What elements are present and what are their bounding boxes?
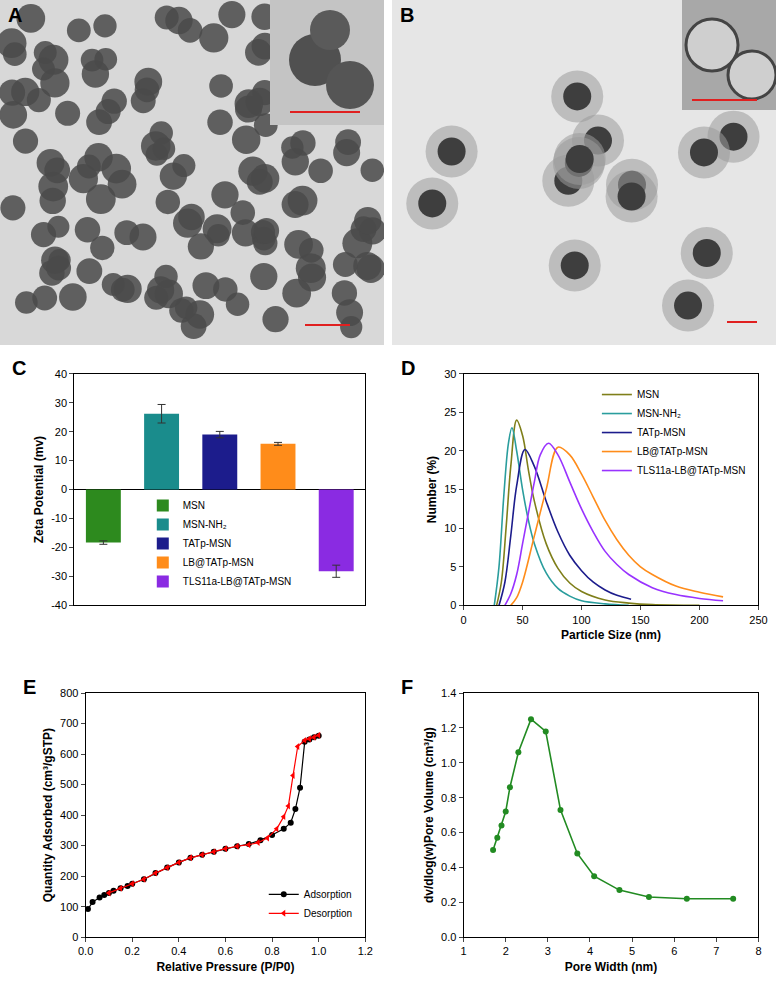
svg-text:1.0: 1.0 xyxy=(311,945,326,957)
svg-text:Quantity Adsorbed (cm³/gSTP): Quantity Adsorbed (cm³/gSTP) xyxy=(41,728,55,902)
svg-text:C: C xyxy=(12,357,26,379)
svg-text:Zeta Potential (mv): Zeta Potential (mv) xyxy=(32,436,46,543)
svg-text:20: 20 xyxy=(55,426,67,438)
svg-text:-30: -30 xyxy=(51,570,67,582)
svg-text:MSN-NH₂: MSN-NH₂ xyxy=(183,519,227,530)
svg-text:0.2: 0.2 xyxy=(125,945,140,957)
svg-text:TATp-MSN: TATp-MSN xyxy=(183,538,232,549)
svg-text:5: 5 xyxy=(450,561,456,573)
svg-text:E: E xyxy=(23,676,36,698)
svg-text:1.2: 1.2 xyxy=(441,722,456,734)
svg-text:1.2: 1.2 xyxy=(358,945,373,957)
svg-text:Number (%): Number (%) xyxy=(425,456,439,523)
svg-text:200: 200 xyxy=(690,614,708,626)
svg-text:1.4: 1.4 xyxy=(441,687,456,699)
svg-text:5: 5 xyxy=(629,945,635,957)
svg-text:3: 3 xyxy=(545,945,551,957)
svg-text:MSN: MSN xyxy=(637,389,659,400)
svg-text:Adsorption: Adsorption xyxy=(304,889,352,900)
svg-text:0.0: 0.0 xyxy=(78,945,93,957)
svg-text:10: 10 xyxy=(444,522,456,534)
svg-text:TATp-MSN: TATp-MSN xyxy=(637,427,686,438)
svg-text:0.4: 0.4 xyxy=(441,861,456,873)
svg-text:-40: -40 xyxy=(51,599,67,611)
svg-text:1: 1 xyxy=(461,945,467,957)
svg-text:0.2: 0.2 xyxy=(441,896,456,908)
svg-text:40: 40 xyxy=(55,368,67,380)
svg-text:1.0: 1.0 xyxy=(441,757,456,769)
svg-text:MSN: MSN xyxy=(183,500,205,511)
svg-text:B: B xyxy=(400,4,414,26)
svg-text:LB@TATp-MSN: LB@TATp-MSN xyxy=(183,557,254,568)
svg-text:100: 100 xyxy=(572,614,590,626)
svg-text:8: 8 xyxy=(755,945,761,957)
svg-text:LB@TATp-MSN: LB@TATp-MSN xyxy=(637,446,708,457)
svg-text:10: 10 xyxy=(55,454,67,466)
svg-text:4: 4 xyxy=(587,945,593,957)
svg-text:0: 0 xyxy=(61,483,67,495)
svg-text:150: 150 xyxy=(631,614,649,626)
svg-text:30: 30 xyxy=(444,368,456,380)
svg-text:0: 0 xyxy=(72,931,78,943)
svg-text:800: 800 xyxy=(60,687,78,699)
svg-text:250: 250 xyxy=(749,614,767,626)
svg-text:50: 50 xyxy=(516,614,528,626)
svg-text:MSN-NH₂: MSN-NH₂ xyxy=(637,408,681,419)
svg-text:700: 700 xyxy=(60,717,78,729)
svg-text:400: 400 xyxy=(60,809,78,821)
svg-text:2: 2 xyxy=(503,945,509,957)
svg-text:6: 6 xyxy=(671,945,677,957)
svg-text:500: 500 xyxy=(60,778,78,790)
svg-text:TLS11a-LB@TATp-MSN: TLS11a-LB@TATp-MSN xyxy=(183,576,292,587)
svg-text:15: 15 xyxy=(444,483,456,495)
svg-text:A: A xyxy=(8,4,22,26)
svg-text:0.6: 0.6 xyxy=(218,945,233,957)
svg-text:0.4: 0.4 xyxy=(171,945,186,957)
svg-text:0.8: 0.8 xyxy=(441,792,456,804)
svg-text:-10: -10 xyxy=(51,512,67,524)
svg-text:D: D xyxy=(401,357,415,379)
svg-text:Relative Pressure (P/P0): Relative Pressure (P/P0) xyxy=(156,960,294,974)
svg-text:Desorption: Desorption xyxy=(304,908,352,919)
svg-text:-20: -20 xyxy=(51,541,67,553)
svg-text:0.8: 0.8 xyxy=(264,945,279,957)
svg-text:100: 100 xyxy=(60,901,78,913)
svg-text:200: 200 xyxy=(60,870,78,882)
svg-text:0: 0 xyxy=(450,599,456,611)
svg-text:TLS11a-LB@TATp-MSN: TLS11a-LB@TATp-MSN xyxy=(637,465,746,476)
svg-text:F: F xyxy=(401,676,413,698)
svg-text:Pore Width (nm): Pore Width (nm) xyxy=(565,960,658,974)
svg-text:Particle Size (nm): Particle Size (nm) xyxy=(561,628,661,642)
svg-text:0.6: 0.6 xyxy=(441,826,456,838)
svg-text:300: 300 xyxy=(60,839,78,851)
svg-text:7: 7 xyxy=(713,945,719,957)
svg-text:25: 25 xyxy=(444,406,456,418)
svg-text:30: 30 xyxy=(55,397,67,409)
svg-text:0.0: 0.0 xyxy=(441,931,456,943)
svg-text:0: 0 xyxy=(461,614,467,626)
svg-text:600: 600 xyxy=(60,748,78,760)
svg-text:dv/dlog(w)Pore Volume (cm³/g): dv/dlog(w)Pore Volume (cm³/g) xyxy=(422,727,436,903)
svg-text:20: 20 xyxy=(444,445,456,457)
